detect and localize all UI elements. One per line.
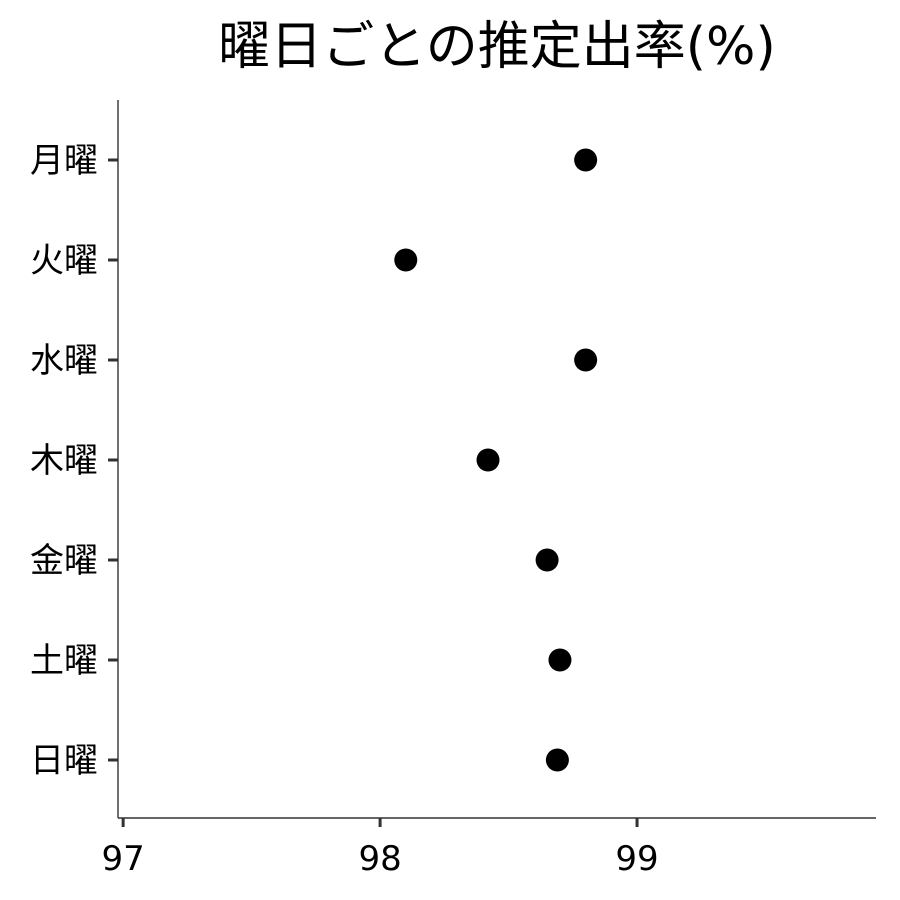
y-tick-label: 月曜 (30, 141, 98, 181)
x-tick-label: 97 (102, 839, 145, 879)
x-tick-label: 99 (615, 839, 658, 879)
y-tick-label: 金曜 (30, 541, 98, 581)
y-tick-label: 木曜 (30, 441, 98, 481)
data-point (476, 448, 500, 472)
data-point (548, 648, 572, 672)
data-point (574, 348, 598, 372)
y-tick-label: 水曜 (30, 341, 98, 381)
data-point (545, 748, 569, 772)
x-tick-label: 98 (358, 839, 401, 879)
chart-title: 曜日ごとの推定出率(%) (218, 17, 775, 77)
y-tick-label: 日曜 (30, 741, 98, 781)
y-tick-label: 土曜 (30, 641, 98, 681)
data-point (535, 548, 559, 572)
data-point (574, 148, 598, 172)
data-point (394, 248, 418, 272)
y-tick-label: 火曜 (30, 241, 98, 281)
